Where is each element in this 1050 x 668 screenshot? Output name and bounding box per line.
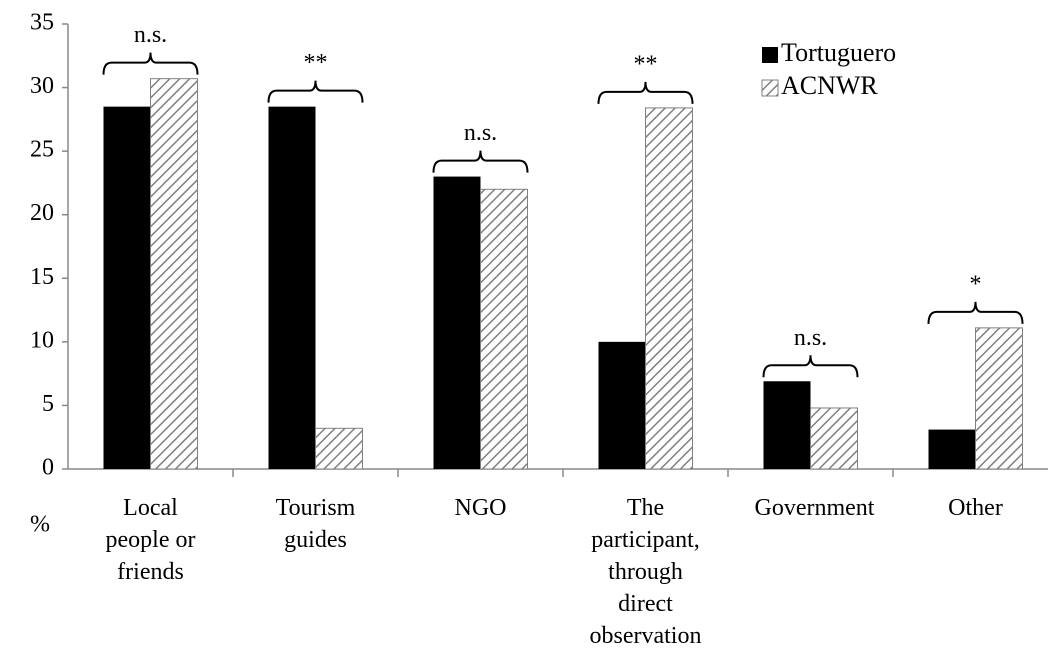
- x-tick-label: Other: [948, 495, 1003, 521]
- bar: [598, 341, 646, 469]
- significance-label: *: [970, 271, 982, 297]
- legend-label: Tortuguero: [781, 38, 896, 67]
- x-tick-label: Tourism guides: [275, 495, 356, 553]
- y-tick-label: 0: [42, 455, 54, 481]
- bar: [315, 427, 363, 470]
- significance-label: **: [634, 51, 658, 77]
- x-tick-label: Local people or friends: [105, 495, 196, 585]
- bar: [763, 381, 811, 469]
- significance-label: n.s.: [794, 325, 827, 351]
- x-tick-label: Government: [754, 495, 875, 521]
- x-tick-label: NGO: [454, 495, 507, 521]
- bar: [975, 327, 1023, 470]
- bar: [645, 107, 693, 470]
- bar: [268, 106, 316, 470]
- significance-brace: [597, 81, 694, 104]
- y-tick-label: 35: [30, 10, 54, 36]
- bar: [480, 188, 528, 470]
- bar: [433, 176, 481, 470]
- y-tick-label: 30: [30, 73, 54, 99]
- legend-swatch: [761, 79, 779, 97]
- significance-label: **: [304, 50, 328, 76]
- y-tick-label: 10: [30, 327, 54, 353]
- bar: [810, 407, 858, 470]
- y-tick-label: 15: [30, 264, 54, 290]
- y-tick-label: 25: [30, 137, 54, 163]
- bar: [150, 78, 198, 470]
- bar: [103, 106, 151, 470]
- significance-brace: [267, 80, 364, 103]
- significance-brace: [927, 301, 1024, 324]
- y-tick-label: 5: [42, 391, 54, 417]
- significance-brace: [762, 355, 859, 378]
- legend-label: ACNWR: [781, 71, 878, 100]
- y-tick-label: 20: [30, 200, 54, 226]
- legend-swatch: [762, 47, 778, 63]
- significance-brace: [102, 52, 199, 75]
- bar: [928, 429, 976, 469]
- significance-label: n.s.: [464, 120, 497, 146]
- y-axis-label: %: [30, 512, 50, 538]
- x-tick-label: The participant, through direct observat…: [589, 495, 702, 649]
- significance-brace: [432, 150, 529, 173]
- significance-label: n.s.: [134, 22, 167, 48]
